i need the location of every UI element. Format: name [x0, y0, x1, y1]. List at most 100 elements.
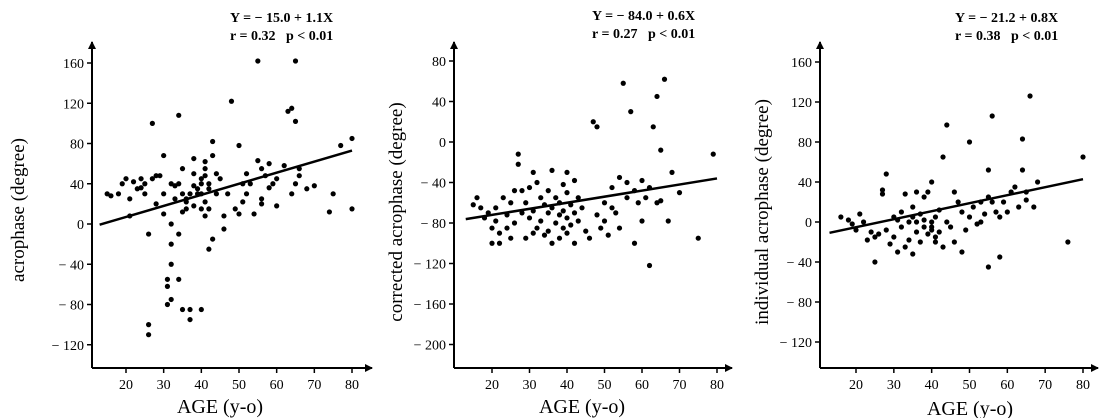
panel-3-data-point — [932, 234, 939, 240]
panel-3-x-tick-label: 40 — [925, 378, 939, 393]
panel-2-data-point — [560, 225, 566, 231]
panel-2-data-point — [669, 169, 675, 175]
panel-1-data-point — [243, 191, 250, 197]
panel-1-data-point — [187, 306, 193, 313]
panel-3-y-tick-label: 80 — [798, 136, 812, 151]
panel-1-data-point — [292, 118, 299, 124]
panel-3-data-point — [883, 227, 889, 233]
panel-3-data-point — [936, 229, 942, 235]
panel-1-data-point — [206, 181, 212, 187]
panel-3-data-point — [891, 214, 897, 220]
panel-3-data-point — [1000, 199, 1007, 205]
panel-3-y-tick-label: − 80 — [787, 296, 812, 311]
panel-2-data-point — [598, 225, 604, 231]
panel-2-data-point — [616, 225, 623, 231]
panel-1-data-point — [274, 176, 280, 182]
panel-1-data-point — [349, 135, 355, 142]
panel-2-data-point — [508, 200, 514, 206]
panel-3-data-point — [978, 219, 984, 225]
panel-1-data-point — [221, 213, 227, 219]
panel-1-data-point — [179, 209, 186, 215]
panel-3-x-tick-label: 50 — [963, 378, 977, 393]
panel-1-data-point — [206, 206, 212, 212]
panel-2-data-point — [639, 218, 645, 224]
panel-1-data-point — [176, 181, 182, 187]
panel-1-data-point — [191, 183, 197, 189]
panel-1-data-point — [285, 108, 291, 114]
panel-3-data-point — [985, 264, 992, 270]
panel-3-data-point — [925, 189, 931, 195]
panel-3-stats: r = 0.38 p < 0.01 — [955, 29, 1058, 44]
panel-3-data-point — [940, 244, 946, 250]
panel-2-data-point — [568, 202, 574, 208]
panel-1-data-point — [225, 191, 231, 197]
panel-2-data-point — [519, 188, 525, 194]
panel-3-x-tick-label: 60 — [1000, 378, 1014, 393]
panel-1-x-tick-label: 60 — [270, 378, 284, 393]
panel-3-data-point — [913, 219, 920, 225]
panel-3-data-point — [906, 219, 912, 225]
panel-2-data-point — [613, 210, 619, 216]
panel-1-data-point — [187, 316, 193, 323]
panel-3-plot-area: 160 120 80 40 0 − 40 − 80 − 120 20 30 40 50 60 70 80 — [780, 41, 1099, 393]
panel-3-data-point — [891, 234, 897, 240]
panel-2-data-point — [609, 184, 615, 191]
panel-2-data-point — [575, 195, 581, 201]
panel-3: Y = − 21.2 + 0.8X r = 0.38 p < 0.01 indi… — [752, 11, 1099, 418]
panel-3-data-point — [906, 237, 912, 243]
panel-2-data-point — [635, 200, 641, 206]
panel-2-data-point — [556, 200, 563, 206]
panel-2-data-point — [530, 230, 536, 236]
panel-1-y-tick-label: 160 — [63, 57, 84, 72]
panel-3-data-point — [921, 194, 927, 200]
panel-2-data-point — [526, 215, 533, 221]
panel-1-data-point — [240, 181, 246, 187]
panel-2-data-point — [710, 151, 716, 157]
panel-3-data-point — [879, 187, 886, 193]
panel-2-data-point — [538, 195, 544, 201]
panel-3-data-point — [849, 221, 855, 227]
panel-1-data-point — [213, 191, 219, 197]
panel-2-data-point — [601, 200, 608, 206]
panel-3-data-point — [940, 154, 946, 160]
panel-2-data-point — [571, 240, 578, 246]
panel-3-data-point — [1016, 204, 1022, 210]
panel-1-y-tick-label: − 120 — [52, 339, 84, 354]
panel-1-data-point — [243, 171, 250, 177]
panel-3-x-tick-label: 30 — [887, 378, 901, 393]
panel-2-x-tick-label: 60 — [635, 378, 649, 393]
panel-1-x-tick-label: 40 — [194, 378, 208, 393]
panel-3-data-point — [1065, 239, 1071, 245]
panel-1-data-point — [149, 120, 155, 126]
panel-3-data-point — [925, 231, 931, 237]
panel-1-data-point — [266, 161, 272, 167]
panel-3-data-point — [887, 241, 893, 247]
panel-1-data-point — [161, 191, 167, 197]
panel-3-data-point — [1012, 184, 1018, 190]
panel-3-data-point — [921, 224, 927, 230]
panel-1-data-point — [210, 152, 216, 159]
panel-1-data-point — [330, 191, 336, 197]
panel-3-data-point — [966, 139, 973, 145]
panel-1-data-point — [296, 173, 302, 179]
panel-1-data-point — [349, 206, 355, 212]
panel-1-data-point — [119, 181, 125, 187]
panel-3-data-point — [997, 214, 1003, 220]
panel-3-data-point — [970, 204, 976, 210]
panel-2-data-point — [631, 188, 638, 194]
panel-1-data-point — [146, 231, 152, 237]
panel-1-data-point — [198, 206, 204, 212]
panel-3-data-point — [876, 231, 882, 237]
panel-2-data-point — [545, 210, 551, 216]
panel-3-data-point — [963, 227, 969, 233]
panel-2: Y = − 84.0 + 0.6X r = 0.27 p < 0.01 corr… — [386, 9, 733, 418]
panel-2-data-point — [556, 235, 563, 241]
panel-1-data-point — [164, 301, 171, 308]
panel-1-data-point — [210, 236, 216, 242]
panel-3-data-point — [898, 224, 905, 230]
panel-2-data-point — [650, 124, 656, 130]
panel-3-data-point — [1080, 154, 1086, 160]
panel-2-data-point — [470, 202, 476, 208]
panel-2-data-point — [564, 190, 570, 196]
